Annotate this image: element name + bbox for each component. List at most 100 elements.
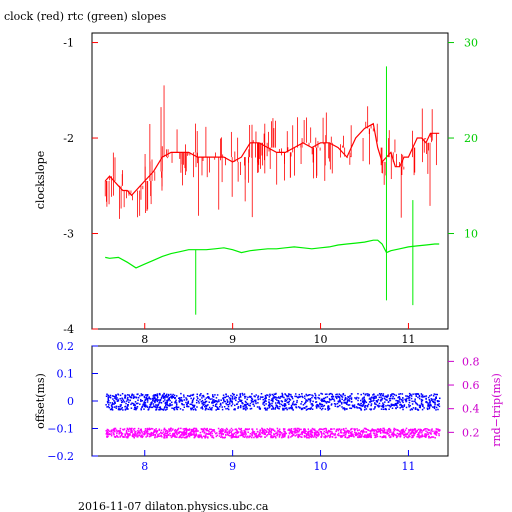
offset-point (370, 408, 373, 410)
rndtrip-point (283, 434, 286, 437)
offset-point (379, 405, 381, 407)
rndtrip-point (130, 429, 132, 432)
rndtrip-point (169, 432, 171, 435)
rndtrip-point (149, 433, 152, 435)
offset-point (145, 396, 148, 398)
offset-point (222, 402, 224, 404)
rndtrip-point (251, 433, 253, 436)
rndtrip-point (268, 430, 271, 432)
offset-point (318, 394, 320, 396)
offset-point (158, 393, 161, 395)
rndtrip-point (188, 435, 191, 438)
rndtrip-point (203, 430, 205, 432)
rndtrip-point (308, 437, 310, 439)
rndtrip-point (264, 429, 267, 431)
rndtrip-point (250, 436, 253, 439)
offset-point (306, 394, 308, 397)
offset-point (262, 398, 264, 401)
rndtrip-point (185, 436, 187, 439)
offset-point (321, 398, 323, 400)
offset-point (250, 407, 253, 410)
rndtrip-point (231, 435, 234, 438)
offset-point (398, 398, 401, 400)
offset-point (324, 408, 327, 410)
offset-point (204, 409, 207, 411)
rndtrip-point (386, 429, 388, 431)
rndtrip-point (301, 431, 304, 434)
rndtrip-point (290, 432, 293, 434)
offset-point (260, 392, 263, 395)
rndtrip-point (213, 429, 215, 431)
offset-point (164, 404, 167, 407)
offset-point (257, 396, 259, 399)
rndtrip-point (225, 427, 228, 430)
offset-point (284, 403, 287, 406)
rndtrip-point (232, 435, 235, 437)
offset-point (255, 400, 257, 403)
offset-point (144, 403, 146, 406)
offset-point (283, 404, 286, 407)
offset-point (111, 409, 114, 411)
rndtrip-point (231, 434, 234, 436)
offset-point (120, 401, 123, 404)
offset-point (281, 394, 284, 396)
offset-point (363, 399, 366, 402)
rndtrip-point (181, 432, 184, 435)
offset-point (198, 402, 200, 404)
rndtrip-point (254, 434, 257, 436)
offset-point (389, 397, 392, 400)
rndtrip-point (267, 431, 270, 433)
rndtrip-point (237, 435, 240, 438)
offset-point (203, 395, 205, 398)
offset-point (212, 402, 214, 404)
offset-point (166, 403, 168, 405)
offset-point (284, 398, 286, 401)
rndtrip-point (230, 427, 233, 430)
offset-point (268, 406, 271, 409)
offset-point (355, 406, 358, 408)
offset-point (377, 398, 380, 401)
rndtrip-point (346, 437, 348, 439)
offset-point (429, 400, 431, 402)
rndtrip-point (381, 429, 383, 432)
offset-point (416, 393, 419, 395)
rndtrip-point (293, 431, 296, 433)
rndtrip-point (333, 434, 335, 436)
offset-point (285, 407, 288, 409)
offset-point (259, 396, 262, 398)
offset-point (330, 392, 332, 395)
rndtrip-point (179, 435, 181, 437)
offset-point (279, 397, 281, 399)
rndtrip-point (383, 435, 385, 437)
rndtrip-point (358, 432, 360, 435)
rndtrip-point (184, 431, 186, 434)
rndtrip-point (168, 430, 170, 432)
offset-point (245, 401, 247, 404)
offset-point (309, 394, 311, 396)
offset-point (388, 408, 390, 410)
rndtrip-point (126, 432, 128, 435)
rndtrip-point (367, 436, 369, 439)
offset-point (175, 403, 178, 406)
offset-point (344, 408, 346, 411)
offset-point (206, 404, 208, 407)
offset-point (405, 395, 407, 397)
rndtrip-point (336, 434, 339, 436)
rndtrip-point (194, 435, 197, 437)
offset-point (288, 398, 291, 401)
rndtrip-point (233, 436, 235, 438)
offset-point (296, 401, 298, 404)
offset-point (341, 396, 344, 398)
offset-point (152, 395, 155, 397)
rndtrip-point (416, 435, 418, 438)
offset-point (340, 395, 343, 398)
offset-point (203, 401, 205, 404)
offset-point (266, 409, 268, 411)
rndtrip-point (377, 430, 380, 433)
rndtrip-point (332, 432, 334, 435)
offset-point (339, 400, 341, 402)
offset-point (119, 397, 121, 400)
rndtrip-point (185, 427, 188, 430)
offset-point (292, 402, 294, 404)
rndtrip-point (282, 428, 285, 430)
